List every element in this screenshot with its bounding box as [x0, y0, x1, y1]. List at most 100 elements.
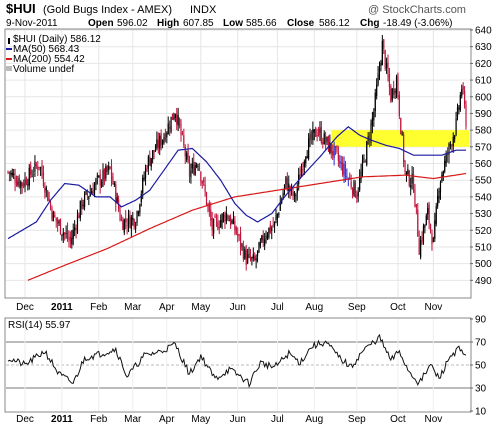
- price-bar-body: [429, 224, 432, 230]
- price-bar-body: [173, 117, 175, 120]
- quote-open: 596.02: [117, 18, 148, 29]
- price-bar-body: [89, 192, 91, 197]
- price-bar-body: [283, 184, 286, 191]
- price-bar-body: [292, 188, 294, 197]
- price-bar-body: [152, 150, 154, 160]
- price-bar-body: [116, 197, 118, 203]
- price-bar-body: [37, 166, 39, 170]
- price-bar-body: [374, 92, 376, 112]
- chart-watermark: @ StockCharts.com: [368, 4, 466, 16]
- price-ytick-label-15: 640: [475, 26, 492, 37]
- price-bar-body: [59, 219, 62, 235]
- chart-exchange-tag: INDX: [190, 4, 217, 16]
- price-bar-body: [191, 163, 193, 169]
- price-bar-body: [184, 146, 186, 157]
- price-bar-body: [62, 232, 64, 236]
- price-bar-body: [322, 142, 324, 144]
- price-bar-body: [288, 183, 290, 191]
- price-bar-body: [83, 194, 86, 207]
- price-bar-body: [186, 153, 188, 160]
- price-bar-body: [213, 219, 215, 234]
- rsi-xlabel-0: Dec: [16, 414, 34, 425]
- price-bar-body: [306, 155, 308, 159]
- price-bar-body: [108, 166, 110, 171]
- price-bar-body: [149, 156, 151, 166]
- rsi-xlabel-5: May: [191, 414, 210, 425]
- price-bar-body: [153, 149, 155, 153]
- rsi-ytick-label-4: 90: [475, 315, 487, 326]
- price-bar-body: [230, 217, 232, 226]
- price-bar-body: [310, 132, 313, 140]
- price-bar-body: [69, 236, 71, 242]
- price-bar-body: [256, 250, 259, 256]
- price-bar-body: [417, 209, 419, 237]
- price-bar-body: [48, 198, 50, 201]
- price-bar-body: [232, 218, 235, 224]
- price-bar-body: [47, 190, 49, 202]
- rsi-xlabel-8: Aug: [305, 414, 323, 425]
- price-bar-body: [102, 169, 104, 182]
- price-bar-body: [461, 89, 463, 96]
- price-bar-body: [195, 164, 198, 167]
- price-bar-body: [445, 153, 447, 164]
- price-bar-body: [11, 172, 13, 176]
- price-bar-body: [435, 206, 437, 224]
- price-bar-body: [446, 154, 449, 156]
- price-bar-body: [100, 181, 103, 187]
- price-bar-body: [210, 209, 212, 221]
- price-bar-body: [190, 170, 192, 178]
- price-bar-body: [439, 182, 442, 193]
- price-bar-body: [140, 194, 142, 203]
- price-bar-body: [407, 169, 409, 174]
- price-bar-body: [395, 76, 398, 94]
- price-xlabel-3: Mar: [124, 302, 142, 313]
- price-bar-body: [425, 215, 427, 226]
- quote-open-label: Open: [88, 18, 114, 29]
- price-xlabel-11: Nov: [424, 302, 442, 313]
- price-bar-body: [241, 244, 243, 246]
- price-bar-body: [96, 175, 98, 177]
- price-bar-body: [235, 227, 237, 234]
- price-bar-body: [327, 136, 330, 152]
- price-bar-body: [42, 172, 45, 186]
- price-bar-body: [75, 228, 77, 231]
- rsi-xlabel-10: Oct: [390, 414, 406, 425]
- price-bar-body: [421, 237, 423, 242]
- price-ytick-label-9: 580: [475, 126, 492, 137]
- price-bar-body: [21, 182, 23, 186]
- price-bar-body: [373, 112, 375, 121]
- price-bar-body: [57, 219, 59, 224]
- price-bar-body: [176, 113, 178, 125]
- rsi-xlabel-3: Mar: [124, 414, 142, 425]
- price-bar-body: [147, 156, 149, 169]
- price-bar-body: [387, 62, 389, 77]
- price-bar-body: [203, 180, 205, 182]
- price-bar-body: [455, 118, 457, 135]
- price-bar-body: [441, 174, 443, 181]
- price-bar-body: [316, 135, 318, 137]
- price-bar-body: [25, 180, 28, 185]
- price-bar-body: [49, 203, 52, 207]
- legend-price: $HUI (Daily) 586.12: [13, 34, 101, 45]
- price-bar-body: [427, 207, 429, 215]
- price-bar-body: [68, 237, 70, 240]
- price-bar-body: [438, 190, 440, 199]
- price-bar-body: [366, 141, 368, 165]
- price-ytick-label-14: 630: [475, 42, 492, 53]
- price-bar-body: [224, 215, 226, 222]
- price-bar-body: [315, 127, 317, 137]
- legend-ma200: MA(200) 554.42: [13, 54, 85, 65]
- price-bar-body: [103, 169, 106, 180]
- price-bar-body: [337, 153, 339, 161]
- price-bar-body: [255, 258, 257, 261]
- price-bar-body: [221, 214, 223, 223]
- price-bar-body: [231, 220, 233, 224]
- price-bar-body: [400, 117, 402, 135]
- price-bar-body: [289, 186, 291, 192]
- price-bar-body: [359, 177, 361, 190]
- price-bar-body: [401, 133, 403, 135]
- price-bar-body: [30, 165, 32, 175]
- price-bar-body: [225, 212, 227, 222]
- price-bar-body: [109, 166, 111, 169]
- price-bar-body: [350, 181, 352, 188]
